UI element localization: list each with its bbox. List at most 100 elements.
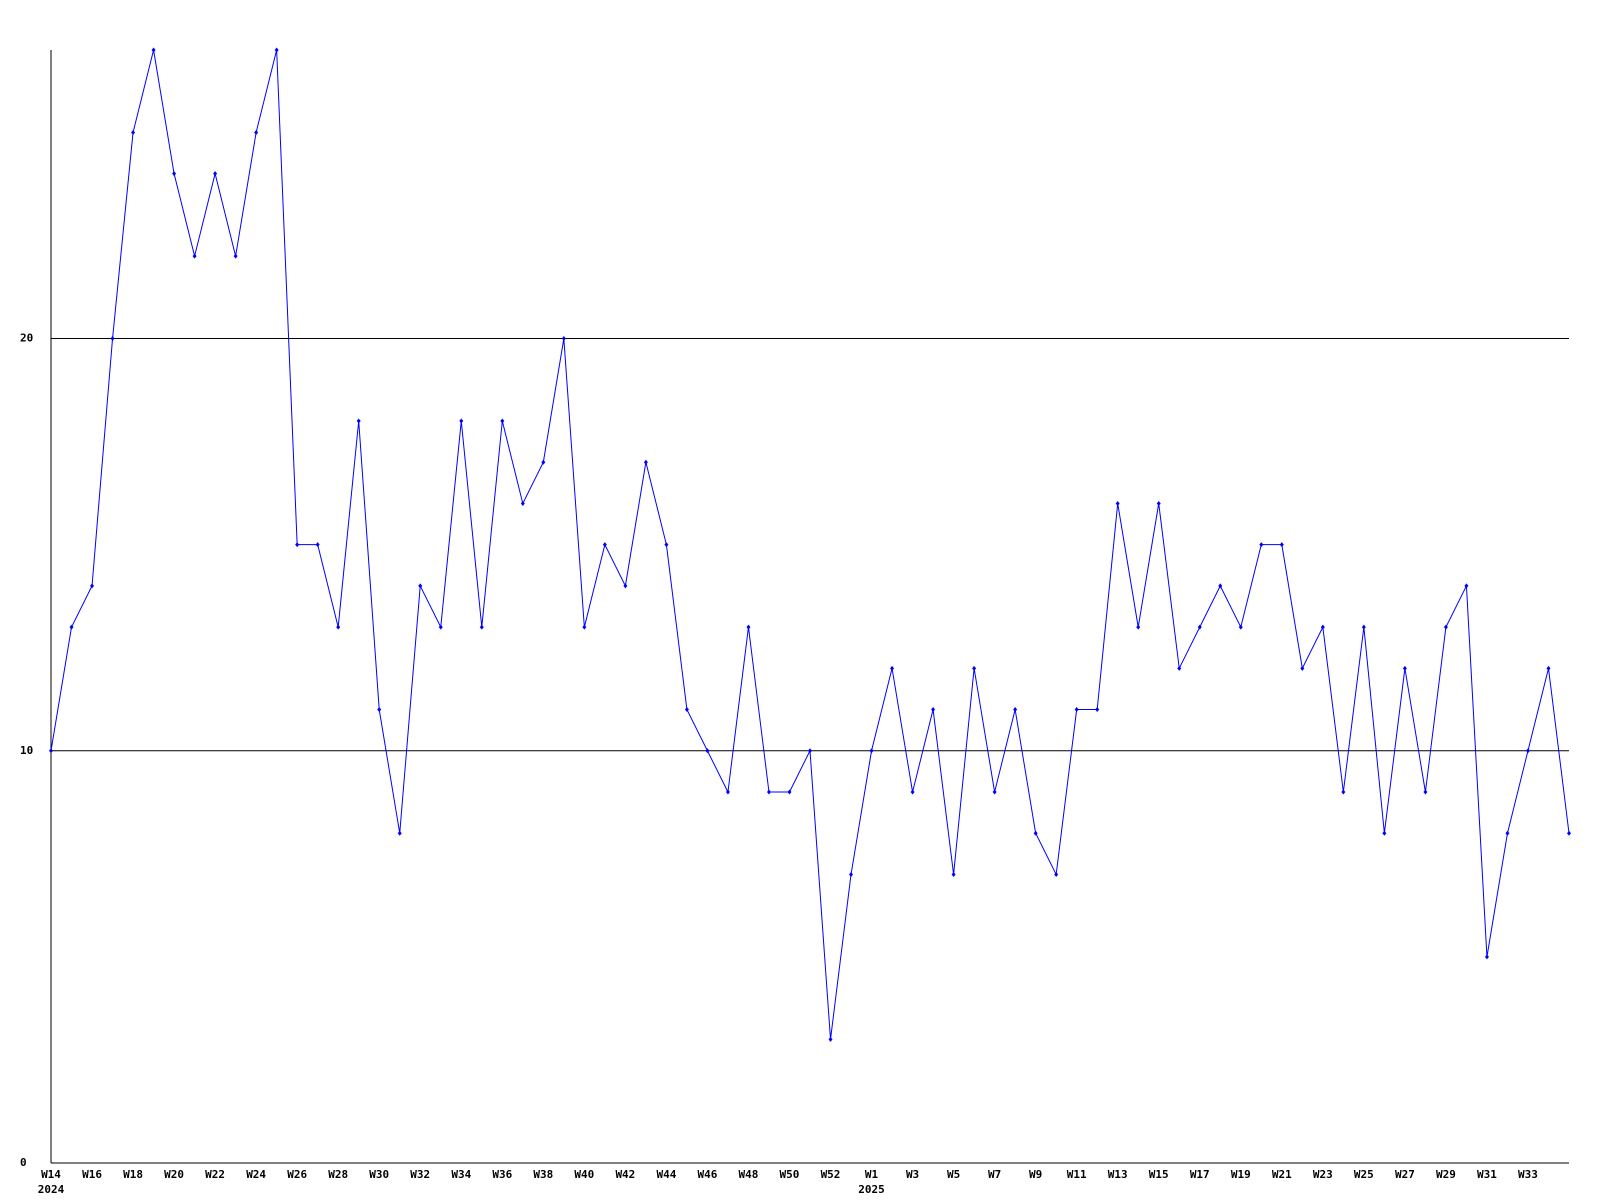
x-tick-label: W29 [1436, 1168, 1456, 1181]
x-tick-label: W44 [656, 1168, 676, 1181]
point [746, 624, 751, 630]
x-tick-label: W42 [615, 1168, 635, 1181]
x-tick-label: W7 [988, 1168, 1001, 1181]
x-tick-label: W25 [1354, 1168, 1374, 1181]
point [151, 47, 156, 53]
point [972, 665, 977, 671]
x-tick-label: W40 [574, 1168, 594, 1181]
point [1156, 500, 1161, 506]
x-tick-label: W28 [328, 1168, 348, 1181]
x-tick-label: W33 [1518, 1168, 1538, 1181]
point [110, 336, 115, 342]
point [1115, 500, 1120, 506]
point [582, 624, 587, 630]
point [438, 624, 443, 630]
point [1423, 789, 1428, 795]
point [766, 789, 771, 795]
point [377, 707, 382, 713]
point [561, 336, 566, 342]
x-tick-label: W19 [1231, 1168, 1251, 1181]
point [725, 789, 730, 795]
point [1361, 624, 1366, 630]
point [356, 418, 361, 424]
point [869, 748, 874, 754]
x-tick-label: W3 [906, 1168, 919, 1181]
x-sublabel: 2025 [858, 1183, 885, 1196]
point [1074, 707, 1079, 713]
point [233, 253, 238, 259]
point [172, 171, 177, 177]
point [1464, 583, 1469, 589]
point [1238, 624, 1243, 630]
point [1484, 954, 1489, 960]
x-tick-label: W21 [1272, 1168, 1292, 1181]
x-tick-label: W5 [947, 1168, 960, 1181]
point [1546, 665, 1551, 671]
x-tick-label: W16 [82, 1168, 102, 1181]
point [520, 500, 525, 506]
x-tick-label: W20 [164, 1168, 184, 1181]
point [910, 789, 915, 795]
point [1300, 665, 1305, 671]
point [705, 748, 710, 754]
x-tick-label: W22 [205, 1168, 225, 1181]
point [664, 542, 669, 548]
point [808, 748, 812, 754]
x-tick-label: W27 [1395, 1168, 1415, 1181]
point [500, 418, 505, 424]
point [1218, 583, 1223, 589]
x-tick-label: W26 [287, 1168, 307, 1181]
x-tick-label: W15 [1149, 1168, 1169, 1181]
point [602, 542, 607, 548]
point [1054, 871, 1059, 877]
x-tick-label: W36 [492, 1168, 512, 1181]
point [1279, 542, 1284, 548]
point [684, 707, 689, 713]
x-tick-label: W34 [451, 1168, 471, 1181]
y-tick-label: 20 [20, 332, 33, 345]
point [336, 624, 341, 630]
x-tick-label: W14 [41, 1168, 61, 1181]
x-tick-label: W11 [1067, 1168, 1087, 1181]
x-tick-label: W13 [1108, 1168, 1128, 1181]
point [1320, 624, 1325, 630]
point [1505, 830, 1510, 836]
x-tick-label: W17 [1190, 1168, 1210, 1181]
point [315, 542, 320, 548]
point [1259, 542, 1264, 548]
x-tick-label: W48 [739, 1168, 759, 1181]
point [131, 129, 136, 135]
point [1341, 789, 1346, 795]
series-line [50, 49, 1570, 1040]
point [951, 871, 956, 877]
point [1525, 748, 1530, 754]
point [479, 624, 484, 630]
x-tick-label: W30 [369, 1168, 389, 1181]
x-tick-label: W18 [123, 1168, 143, 1181]
y-tick-label: 0 [20, 1156, 27, 1169]
point [1177, 665, 1182, 671]
x-tick-label: W23 [1313, 1168, 1333, 1181]
point [192, 253, 197, 259]
x-tick-label: W52 [821, 1168, 841, 1181]
point [1443, 624, 1448, 630]
point [890, 665, 895, 671]
point [49, 748, 53, 754]
point [213, 171, 218, 177]
point [992, 789, 997, 795]
x-tick-label: W31 [1477, 1168, 1497, 1181]
x-tick-label: W24 [246, 1168, 266, 1181]
point [397, 830, 402, 836]
point [254, 129, 259, 135]
point [1013, 707, 1018, 713]
point [459, 418, 464, 424]
x-tick-label: W50 [780, 1168, 800, 1181]
point [1382, 830, 1387, 836]
point [1033, 830, 1038, 836]
point [623, 583, 628, 589]
point [828, 1036, 833, 1042]
point [849, 871, 854, 877]
point [1567, 830, 1571, 836]
